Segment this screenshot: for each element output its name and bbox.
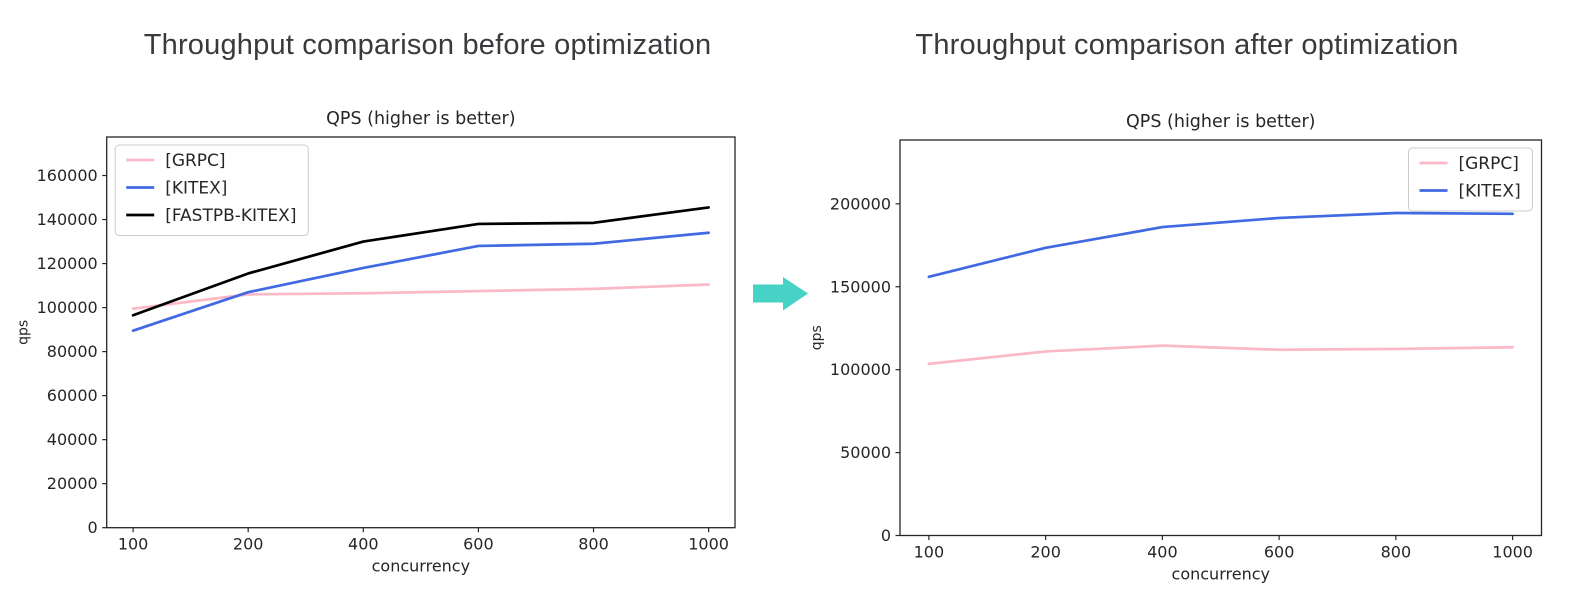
legend-label-grpc: [GRPC] xyxy=(1459,154,1519,174)
x-tick-label: 200 xyxy=(233,535,264,554)
y-tick-label: 150000 xyxy=(830,277,891,296)
chart-title: QPS (higher is better) xyxy=(326,109,515,129)
y-tick-label: 40000 xyxy=(47,430,98,449)
x-tick-label: 100 xyxy=(118,535,149,554)
x-tick-label: 1000 xyxy=(1492,543,1533,562)
before-optimization-chart: QPS (higher is better) 0 20000 40000 60000 80… xyxy=(16,109,736,576)
plot-frame xyxy=(899,139,1543,537)
y-tick-label: 160000 xyxy=(37,166,98,185)
y-tick-label: 100000 xyxy=(37,298,98,317)
right-arrow-icon xyxy=(753,277,808,311)
y-tick-label: 0 xyxy=(88,518,98,537)
series-line-fastpb-kitex xyxy=(131,206,710,317)
legend-label-kitex: [KITEX] xyxy=(1459,182,1521,202)
series-line-grpc xyxy=(927,344,1514,366)
legend-box xyxy=(114,144,309,236)
legend-label-fastpb-kitex: [FASTPB-KITEX] xyxy=(165,206,296,226)
after-optimization-heading: Throughput comparison after optimization xyxy=(915,29,1459,61)
transform-arrow xyxy=(753,277,808,311)
y-axis-label: qps xyxy=(16,320,32,345)
y-tick-label: 60000 xyxy=(47,386,98,405)
y-tick-label: 20000 xyxy=(47,474,98,493)
x-tick-label: 400 xyxy=(348,535,379,554)
x-tick-label: 600 xyxy=(463,535,494,554)
y-tick-label: 50000 xyxy=(840,443,891,462)
y-tick-label: 80000 xyxy=(47,342,98,361)
x-tick-label: 800 xyxy=(578,535,609,554)
series-line-kitex xyxy=(927,211,1514,279)
x-axis-label: concurrency xyxy=(372,557,470,576)
before-optimization-heading: Throughput comparison before optimizatio… xyxy=(143,29,712,61)
y-tick-label: 100000 xyxy=(830,360,891,379)
x-tick-label: 1000 xyxy=(688,535,729,554)
series-line-kitex xyxy=(131,231,710,333)
x-tick-label: 200 xyxy=(1030,543,1061,562)
y-tick-label: 120000 xyxy=(37,254,98,273)
y-axis-label: qps xyxy=(810,325,825,350)
y-tick-label: 0 xyxy=(881,526,891,545)
plot-frame xyxy=(106,136,736,529)
chart-title: QPS (higher is better) xyxy=(1126,112,1315,132)
after-optimization-chart: QPS (higher is better) 0 50000 100000 150000… xyxy=(810,112,1543,584)
x-tick-label: 100 xyxy=(914,543,945,562)
x-tick-label: 400 xyxy=(1147,543,1178,562)
y-tick-label: 200000 xyxy=(830,194,891,213)
series-line-grpc xyxy=(131,283,710,311)
y-tick-label: 140000 xyxy=(37,210,98,229)
legend-label-grpc: [GRPC] xyxy=(165,151,225,171)
x-axis-label: concurrency xyxy=(1172,565,1270,584)
legend-label-kitex: [KITEX] xyxy=(165,179,227,199)
x-tick-label: 800 xyxy=(1381,543,1412,562)
x-tick-label: 600 xyxy=(1264,543,1295,562)
